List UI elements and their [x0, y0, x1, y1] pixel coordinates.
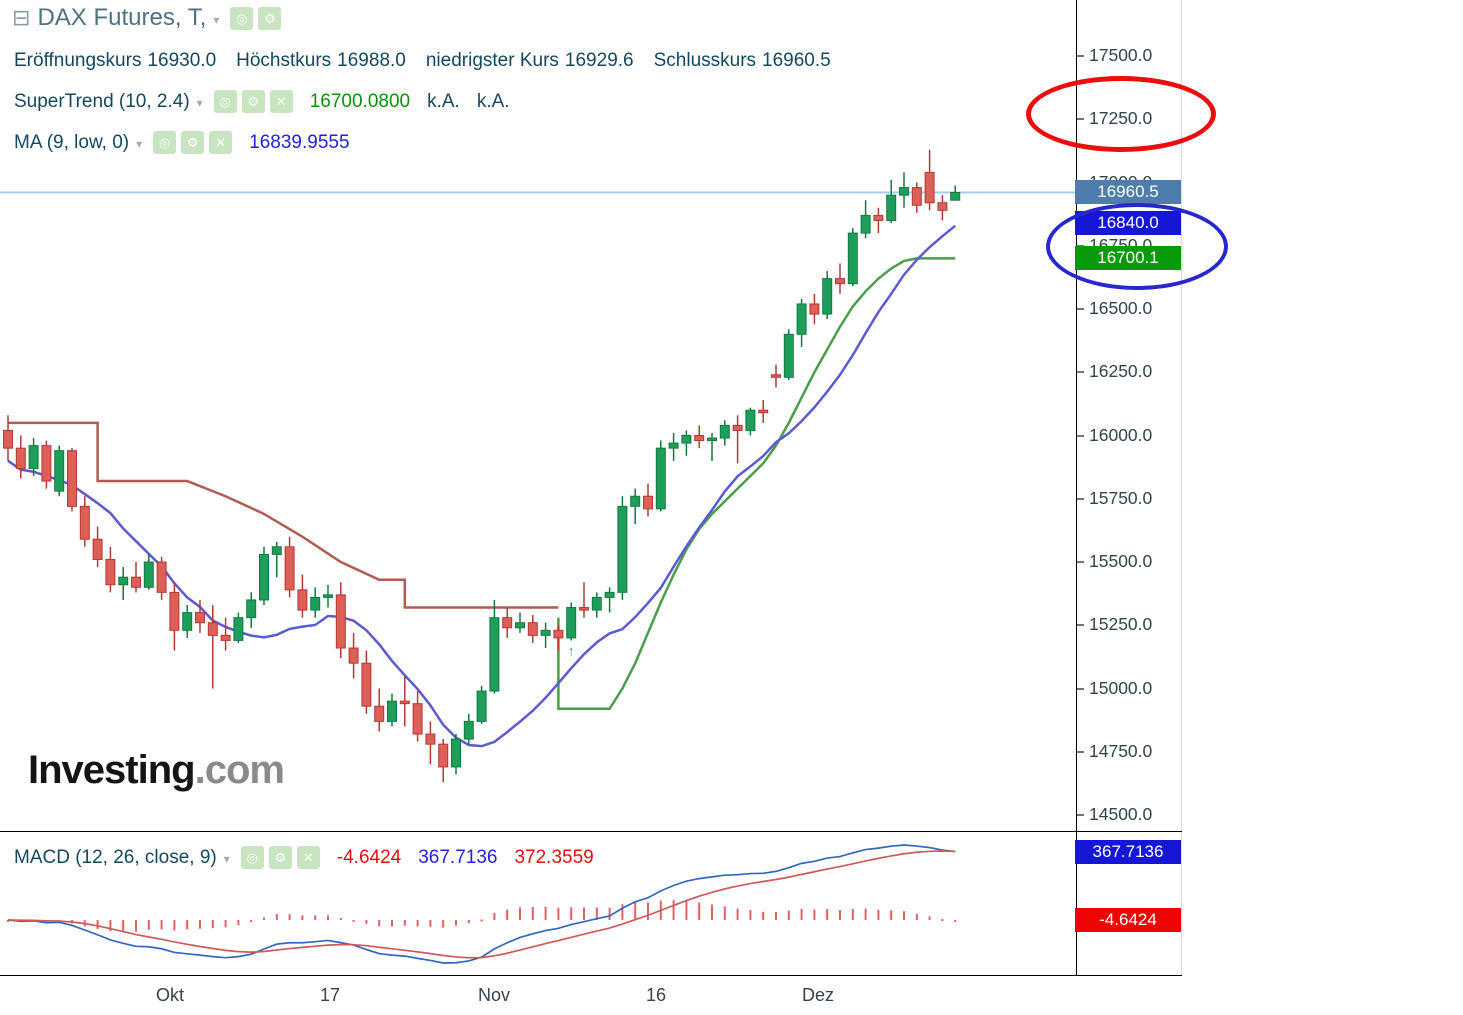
symbol-header: ⊟ DAX Futures, T, ▾ ◎ ⚙ — [12, 4, 282, 32]
time-tick-label: Nov — [477, 985, 511, 1005]
gear-icon: ⚙ — [186, 135, 199, 150]
price-tick-mark — [1076, 750, 1084, 753]
target-icon: ◎ — [236, 10, 248, 26]
price-tick-label: 15750.0 — [1089, 487, 1153, 508]
ohlc-bar: Eröffnungskurs 16930.0 Höchstkurs 16988.… — [14, 50, 831, 72]
time-axis-separator-line — [0, 975, 1182, 976]
last-price-badge: 16960.5 — [1075, 180, 1181, 205]
price-tick-label: 16250.0 — [1089, 361, 1153, 382]
indicator-visibility-button[interactable]: ◎ — [153, 131, 177, 154]
macd-hist-value: -4.6424 — [336, 846, 402, 868]
investing-logo: Investing.com — [28, 748, 285, 793]
time-axis[interactable]: Okt 17 Nov 16 Dez — [0, 975, 1076, 1015]
price-tick-mark — [1076, 561, 1084, 563]
price-tick-mark — [1076, 308, 1084, 310]
close-value: 16960.5 — [762, 50, 831, 71]
indicator-remove-button[interactable]: ✕ — [209, 131, 233, 154]
time-tick-label: 17 — [319, 985, 341, 1005]
chevron-down-icon[interactable]: ▾ — [213, 12, 220, 27]
low-value: 16929.6 — [564, 50, 634, 71]
blue-ellipse-annotation — [1046, 203, 1228, 290]
indicator-visibility-button[interactable]: ◎ — [240, 846, 264, 869]
macd-chart-canvas[interactable] — [0, 831, 1076, 975]
price-tick-label: 14750.0 — [1089, 740, 1153, 761]
target-icon: ◎ — [219, 94, 231, 109]
supertrend-indicator-row: SuperTrend (10, 2.4) ▾ ◎ ⚙ ✕ 16700.0800 … — [14, 90, 510, 113]
price-tick-label: 17500.0 — [1089, 45, 1153, 65]
indicator-remove-button[interactable]: ✕ — [269, 90, 293, 113]
supertrend-value: 16700.0800 — [309, 90, 411, 112]
supertrend-na2: k.A. — [476, 90, 510, 112]
gear-icon: ⚙ — [264, 10, 276, 26]
main-chart-area[interactable]: ↑ Investing.com — [0, 0, 1076, 831]
macd-panel[interactable] — [0, 831, 1076, 975]
price-tick-mark — [1076, 434, 1084, 437]
price-tick-label: 14500.0 — [1089, 804, 1153, 824]
macd-hist-badge: -4.6424 — [1075, 907, 1181, 932]
indicator-remove-button[interactable]: ✕ — [296, 846, 320, 869]
logo-domain: .com — [194, 748, 285, 792]
time-tick-label: Dez — [801, 985, 835, 1005]
ma-label: MA (9, low, 0) — [14, 131, 130, 153]
macd-line-value: 367.7136 — [418, 846, 498, 868]
close-label: Schlusskurs — [653, 50, 757, 71]
open-value: 16930.0 — [147, 50, 217, 71]
gear-icon: ⚙ — [274, 850, 287, 865]
high-value: 16988.0 — [337, 50, 406, 71]
indicator-visibility-button[interactable]: ◎ — [213, 90, 237, 113]
indicator-settings-button[interactable]: ⚙ — [268, 846, 292, 869]
chevron-down-icon[interactable]: ▾ — [223, 852, 230, 866]
price-tick-mark — [1076, 624, 1084, 627]
indicator-settings-button[interactable]: ⚙ — [181, 131, 205, 154]
price-tick-label: 15000.0 — [1089, 677, 1153, 698]
price-tick-label: 16500.0 — [1089, 298, 1153, 318]
chart-settings-button[interactable]: ⚙ — [258, 6, 282, 30]
close-icon: ✕ — [275, 94, 287, 109]
macd-indicator-row: MACD (12, 26, close, 9) ▾ ◎ ⚙ ✕ -4.6424 … — [14, 846, 594, 869]
time-tick-label: 16 — [645, 985, 667, 1005]
target-icon: ◎ — [246, 850, 258, 865]
price-tick-mark — [1076, 814, 1084, 816]
collapse-icon[interactable]: ⊟ — [12, 5, 31, 30]
price-tick-mark — [1076, 687, 1084, 690]
ma-indicator-row: MA (9, low, 0) ▾ ◎ ⚙ ✕ 16839.9555 — [14, 131, 350, 154]
macd-value-badge: 367.7136 — [1075, 839, 1181, 864]
logo-name: Investing — [28, 748, 196, 792]
macd-separator-line — [0, 831, 1182, 832]
axis-separator-line — [1076, 0, 1077, 975]
chevron-down-icon[interactable]: ▾ — [136, 137, 143, 151]
svg-text:↑: ↑ — [568, 643, 575, 659]
price-tick-label: 15250.0 — [1089, 614, 1153, 635]
supertrend-label: SuperTrend (10, 2.4) — [14, 90, 190, 112]
symbol-title: DAX Futures, T, — [37, 4, 207, 31]
price-chart-canvas[interactable]: ↑ — [0, 0, 1076, 831]
price-tick-mark — [1076, 497, 1084, 500]
time-tick-label: Okt — [155, 985, 185, 1005]
price-tick-label: 15500.0 — [1089, 551, 1153, 571]
chart-right-border — [1181, 0, 1182, 975]
close-icon: ✕ — [215, 135, 227, 150]
price-tick-mark — [1076, 371, 1084, 374]
close-icon: ✕ — [302, 850, 314, 865]
macd-label: MACD (12, 26, close, 9) — [14, 846, 217, 868]
chart-visibility-button[interactable]: ◎ — [230, 6, 254, 30]
high-label: Höchstkurs — [236, 50, 332, 71]
red-ellipse-annotation — [1026, 76, 1216, 152]
macd-signal-value: 372.3559 — [514, 846, 594, 868]
gear-icon: ⚙ — [247, 94, 260, 109]
chevron-down-icon[interactable]: ▾ — [196, 96, 203, 110]
low-label: niedrigster Kurs — [425, 50, 559, 71]
ma-value: 16839.9555 — [249, 131, 350, 153]
supertrend-na1: k.A. — [427, 90, 460, 112]
price-tick-mark — [1076, 55, 1084, 57]
open-label: Eröffnungskurs — [14, 50, 142, 71]
indicator-settings-button[interactable]: ⚙ — [241, 90, 265, 113]
price-tick-label: 16000.0 — [1089, 424, 1153, 445]
target-icon: ◎ — [158, 135, 171, 150]
